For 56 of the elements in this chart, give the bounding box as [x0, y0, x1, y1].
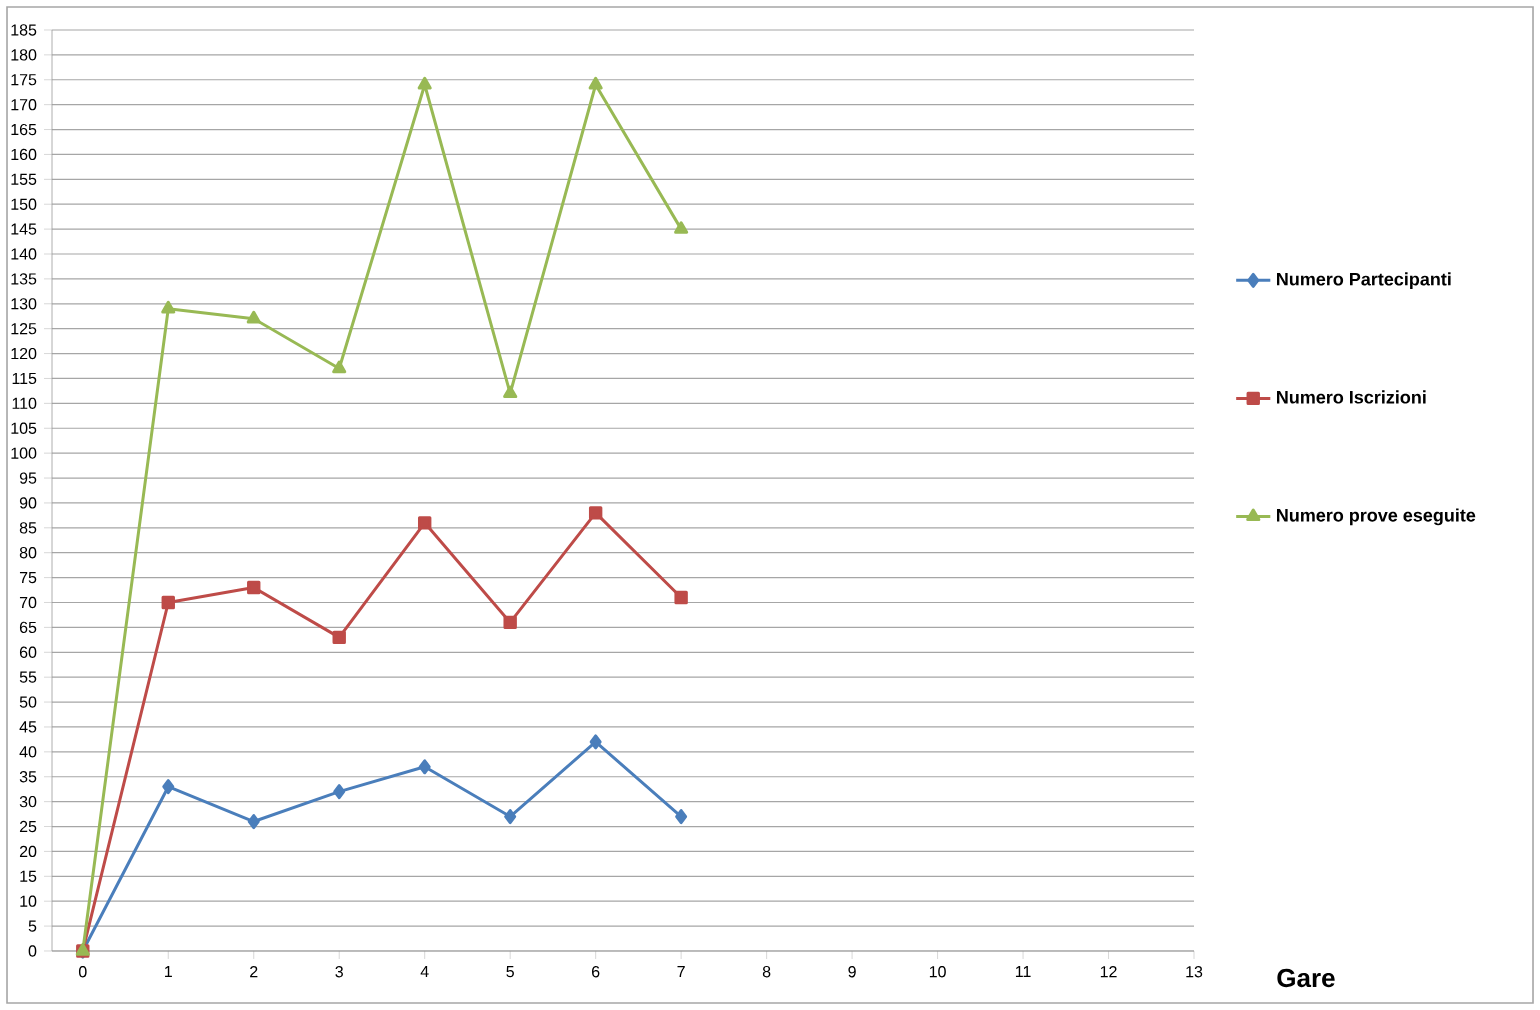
y-tick-label: 175	[11, 74, 37, 86]
y-tick-label: 90	[19, 497, 37, 509]
y-tick-label: 45	[19, 721, 37, 733]
y-tick-label: 160	[11, 148, 37, 161]
y-tick-label: 55	[19, 671, 37, 683]
y-tick-label: 165	[11, 123, 37, 136]
y-tick-label: 120	[11, 347, 37, 360]
y-tick-label: 10	[20, 895, 37, 907]
x-tick-label: 13	[1186, 966, 1203, 978]
y-tick-label: 75	[19, 572, 37, 584]
y-tick-label: 25	[19, 820, 37, 833]
y-tick-label: 15	[20, 870, 37, 882]
y-tick-label: 20	[19, 845, 37, 858]
y-tick-label: 5	[28, 920, 37, 932]
x-tick-label: 5	[506, 966, 514, 978]
y-tick-label: 155	[11, 173, 37, 185]
y-tick-label: 95	[19, 472, 37, 484]
y-tick-label: 70	[19, 596, 37, 609]
y-tick-label: 80	[19, 547, 37, 559]
y-tick-label: 115	[12, 372, 37, 385]
y-tick-label: 130	[11, 298, 37, 310]
legend-label: Numero Partecipanti	[1277, 272, 1451, 290]
x-tick-label: 0	[78, 966, 87, 978]
y-tick-label: 100	[11, 447, 37, 459]
x-tick-label: 9	[848, 966, 856, 978]
legend-label: Numero prove eseguite	[1277, 508, 1476, 526]
x-tick-label: 11	[1015, 966, 1031, 978]
y-tick-label: 140	[11, 248, 37, 260]
y-tick-label: 110	[12, 397, 37, 410]
x-tick-label: 3	[335, 966, 343, 978]
x-tick-label: 10	[929, 966, 946, 978]
y-tick-label: 0	[28, 945, 37, 957]
x-tick-label: 2	[250, 966, 258, 978]
y-tick-label: 135	[11, 273, 37, 285]
y-tick-label: 65	[19, 621, 37, 634]
y-tick-label: 185	[11, 24, 37, 36]
y-tick-label: 30	[19, 795, 37, 808]
legend-label: Numero Iscrizioni	[1277, 390, 1426, 404]
x-tick-label: 7	[677, 966, 685, 978]
y-tick-label: 180	[11, 49, 37, 61]
x-tick-label: 1	[165, 966, 172, 978]
y-tick-label: 50	[19, 696, 37, 708]
x-tick-label: 12	[1100, 966, 1117, 978]
x-tick-label: 6	[592, 966, 600, 978]
y-tick-label: 145	[11, 223, 37, 235]
y-tick-label: 170	[11, 99, 37, 111]
x-tick-label: 8	[762, 966, 771, 978]
y-tick-label: 150	[11, 198, 37, 210]
y-tick-label: 40	[19, 746, 37, 758]
y-tick-label: 35	[19, 771, 37, 783]
x-tick-label: 4	[420, 966, 429, 978]
y-tick-label: 85	[19, 522, 37, 534]
y-tick-label: 125	[11, 323, 37, 335]
y-tick-label: 105	[11, 422, 37, 434]
x-axis-title: Gare	[1277, 968, 1335, 988]
y-tick-label: 60	[19, 646, 37, 658]
